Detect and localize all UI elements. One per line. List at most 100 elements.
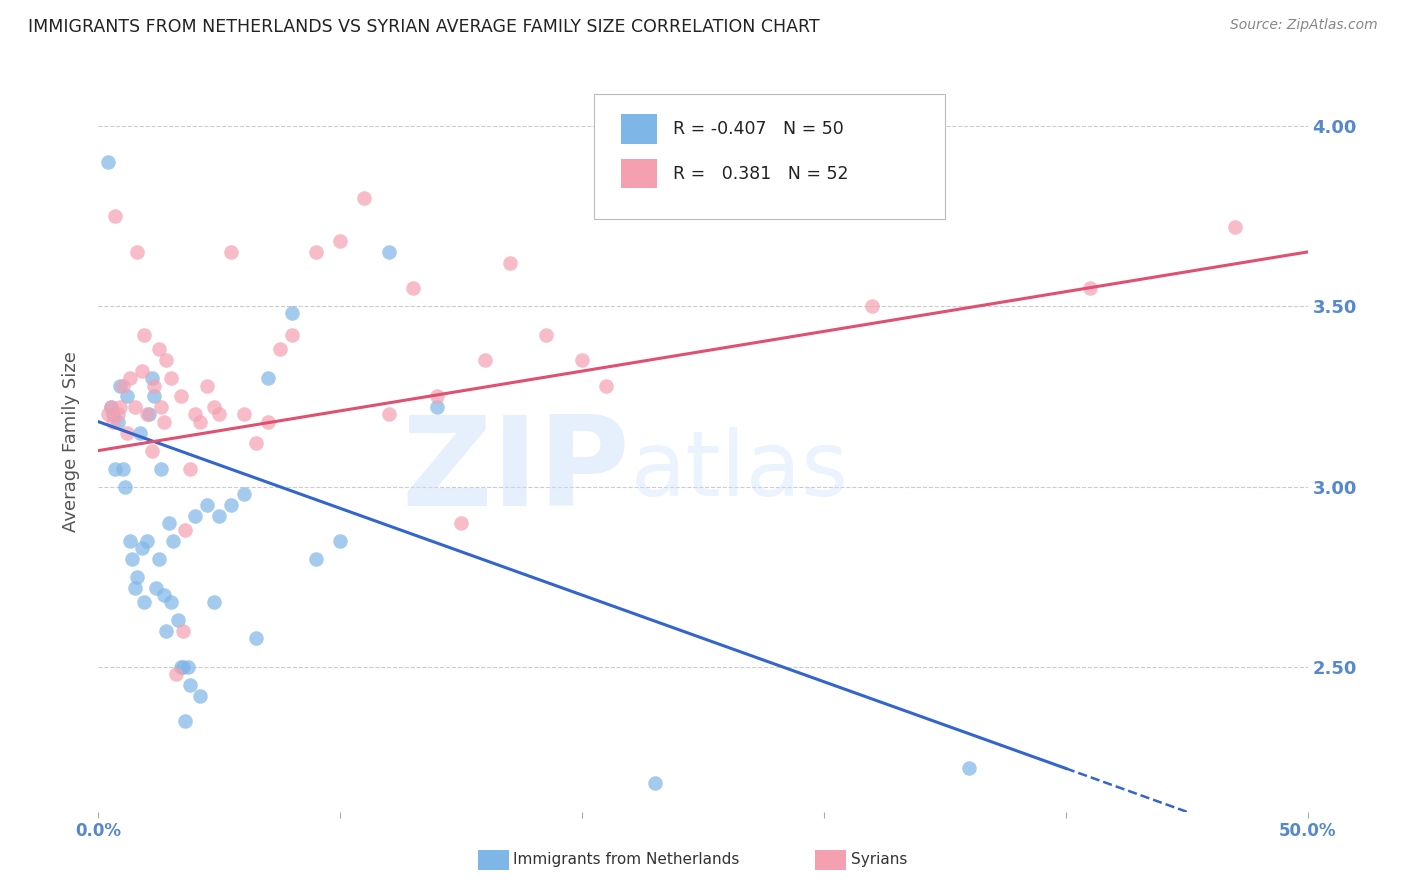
Point [179, 678, 201, 692]
Point [184, 408, 207, 422]
Point [148, 552, 170, 566]
Point [145, 581, 167, 595]
Point [100, 401, 122, 415]
Point [118, 371, 141, 385]
Point [177, 660, 200, 674]
FancyBboxPatch shape [621, 159, 657, 188]
Point [426, 389, 449, 403]
Point [269, 343, 291, 357]
Point [117, 425, 139, 440]
Point [124, 581, 146, 595]
Point [353, 191, 375, 205]
Point [498, 256, 520, 270]
Point [165, 667, 187, 681]
Point [108, 378, 131, 392]
Point [162, 533, 184, 548]
Text: R = -0.407   N = 50: R = -0.407 N = 50 [672, 120, 844, 138]
Point [97, 154, 120, 169]
Y-axis label: Average Family Size: Average Family Size [62, 351, 80, 532]
Point [141, 371, 163, 385]
FancyBboxPatch shape [621, 114, 657, 144]
Point [111, 378, 134, 392]
Point [1078, 281, 1101, 295]
Text: R =   0.381   N = 52: R = 0.381 N = 52 [672, 164, 848, 183]
Point [188, 689, 211, 703]
Point [167, 613, 190, 627]
Point [221, 244, 243, 259]
Point [157, 516, 180, 530]
Point [143, 389, 166, 403]
Point [134, 328, 156, 343]
FancyBboxPatch shape [595, 94, 945, 219]
Point [204, 595, 226, 609]
Point [117, 389, 139, 403]
Point [305, 552, 328, 566]
Point [111, 461, 134, 475]
Point [107, 415, 129, 429]
Point [172, 660, 194, 674]
Point [131, 364, 153, 378]
Point [174, 523, 197, 537]
Point [121, 552, 143, 566]
Point [377, 244, 399, 259]
Point [143, 378, 166, 392]
Point [474, 353, 496, 368]
Point [329, 234, 352, 248]
Point [174, 714, 197, 729]
Point [571, 353, 593, 368]
Point [450, 516, 472, 530]
Point [155, 624, 177, 639]
Point [108, 401, 131, 415]
Point [127, 570, 149, 584]
Point [107, 408, 129, 422]
Point [104, 461, 127, 475]
Text: ZIP: ZIP [402, 410, 630, 532]
Point [124, 401, 146, 415]
Point [148, 343, 170, 357]
Point [155, 353, 177, 368]
Point [172, 624, 194, 639]
Point [127, 244, 149, 259]
Point [232, 408, 254, 422]
Point [232, 487, 254, 501]
Point [188, 415, 211, 429]
Text: IMMIGRANTS FROM NETHERLANDS VS SYRIAN AVERAGE FAMILY SIZE CORRELATION CHART: IMMIGRANTS FROM NETHERLANDS VS SYRIAN AV… [28, 18, 820, 36]
Point [245, 632, 267, 646]
Point [595, 378, 617, 392]
Point [256, 415, 278, 429]
Point [169, 660, 191, 674]
Point [184, 508, 207, 523]
Text: Immigrants from Netherlands: Immigrants from Netherlands [513, 853, 740, 867]
Text: Source: ZipAtlas.com: Source: ZipAtlas.com [1230, 18, 1378, 32]
Point [957, 761, 980, 775]
Point [377, 408, 399, 422]
Point [118, 533, 141, 548]
Point [150, 401, 173, 415]
Point [138, 408, 160, 422]
Point [208, 408, 231, 422]
Point [131, 541, 153, 555]
Point [402, 281, 425, 295]
Point [204, 401, 226, 415]
Text: atlas: atlas [630, 427, 849, 516]
Point [100, 401, 122, 415]
Point [1223, 219, 1246, 234]
Point [104, 209, 127, 223]
Point [134, 595, 156, 609]
Point [135, 408, 157, 422]
Point [150, 461, 173, 475]
Point [152, 415, 174, 429]
Point [195, 498, 218, 512]
Point [195, 378, 218, 392]
Point [221, 498, 243, 512]
Point [281, 306, 304, 320]
Point [281, 328, 304, 343]
Point [152, 588, 174, 602]
Point [245, 436, 267, 450]
Point [305, 244, 328, 259]
Point [179, 461, 201, 475]
Point [160, 371, 183, 385]
Point [860, 299, 883, 313]
Text: Syrians: Syrians [851, 853, 907, 867]
Point [329, 533, 352, 548]
